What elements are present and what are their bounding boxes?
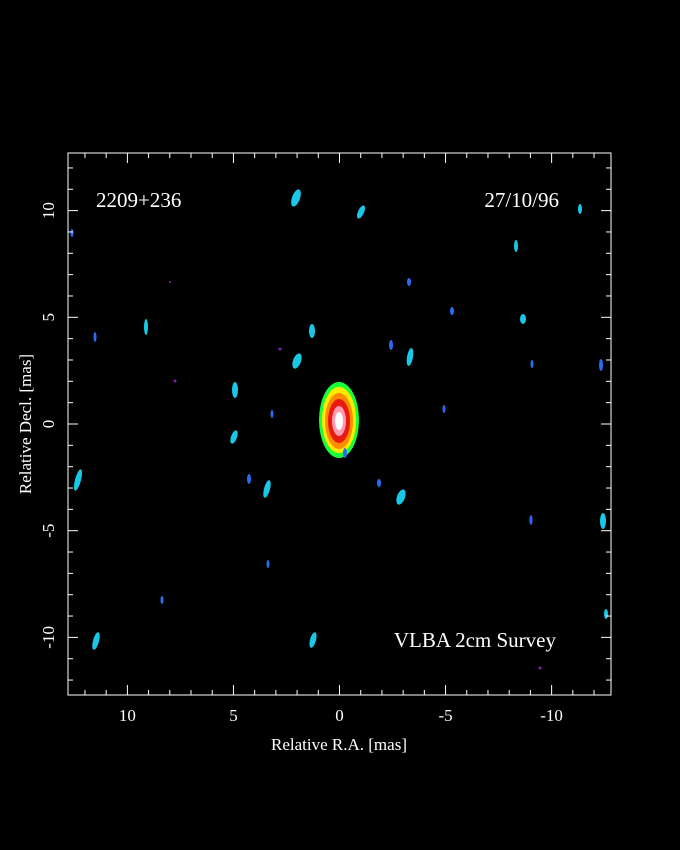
x-tick-label: 5 [229,706,238,725]
y-tick-label: -5 [39,524,58,538]
y-tick-label: 5 [39,313,58,322]
image-blobs [70,189,608,670]
noise-blob [514,240,518,252]
noise-blob [578,204,582,214]
noise-blob [70,229,74,237]
noise-blob [343,448,347,458]
noise-blob [92,632,100,650]
noise-blob [538,666,542,670]
noise-blob [604,609,608,619]
noise-blob [230,430,238,444]
noise-blob [232,382,238,398]
noise-blob [406,348,414,366]
noise-blob [266,560,270,568]
noise-blob [442,405,446,413]
noise-blob [169,281,171,283]
noise-blob [600,513,606,529]
noise-blob [93,332,97,342]
noise-blob [270,410,274,418]
y-axis-label: Relative Decl. [mas] [16,354,35,494]
y-tick-label: 0 [39,420,58,429]
noise-blob [529,515,533,525]
x-tick-label: -5 [438,706,452,725]
x-tick-label: 10 [119,706,136,725]
x-tick-label: 0 [335,706,344,725]
noise-blob [530,360,534,368]
noise-blob [356,205,366,219]
x-tick-label: -10 [540,706,563,725]
noise-blob [173,379,177,383]
noise-blob [247,474,251,484]
x-axis-label: Relative R.A. [mas] [271,735,407,754]
survey-label: VLBA 2cm Survey [394,628,557,652]
noise-blob [292,353,302,369]
noise-blob [520,314,526,324]
source-name: 2209+236 [96,188,181,212]
noise-blob [377,479,381,487]
noise-blob [278,347,282,351]
noise-blob [407,278,411,286]
y-tick-label: 10 [39,202,58,219]
noise-blob [263,480,271,498]
noise-blob [450,307,454,315]
noise-blob [389,340,393,350]
y-tick-label: -10 [39,626,58,649]
noise-blob [160,596,164,604]
noise-blob [73,469,83,491]
noise-blob [309,324,315,338]
noise-blob [396,489,406,505]
source-contour [335,412,343,430]
observation-date: 27/10/96 [484,188,559,212]
noise-blob [599,359,603,371]
noise-blob [144,319,148,335]
noise-blob [309,632,317,648]
noise-blob [291,189,301,207]
